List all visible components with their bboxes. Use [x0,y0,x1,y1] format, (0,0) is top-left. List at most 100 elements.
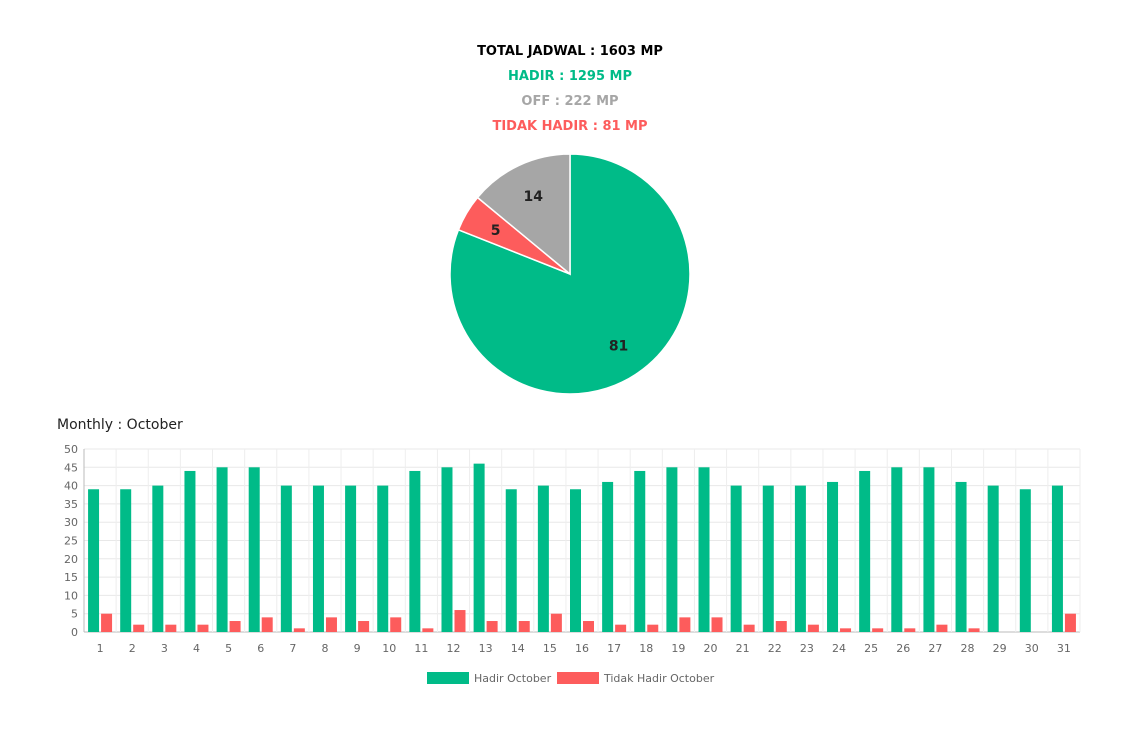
bar-hadir [505,489,517,632]
bar-tidak-hadir [936,624,948,632]
y-tick-label: 20 [64,553,78,566]
x-tick-label: 31 [1057,642,1071,655]
bar-hadir [602,481,614,632]
x-tick-label: 9 [354,642,361,655]
bar-hadir [377,485,389,632]
pie-slice-0 [449,153,691,395]
bar-tidak-hadir [1064,613,1076,632]
bar-hadir [859,470,871,632]
x-tick-label: 17 [607,642,621,655]
bar-hadir [794,485,806,632]
y-tick-label: 5 [71,608,78,621]
summary-tidak-hadir: TIDAK HADIR : 81 MP [492,119,648,134]
x-tick-label: 21 [736,642,750,655]
bar-tidak-hadir [872,628,884,632]
bar-tidak-hadir [743,624,755,632]
x-tick-label: 4 [193,642,200,655]
x-tick-label: 23 [800,642,814,655]
x-tick-label: 26 [896,642,910,655]
x-tick-label: 16 [575,642,589,655]
bar-tidak-hadir [583,621,594,632]
bar-tidak-hadir [807,624,819,632]
bar-hadir [312,485,324,632]
y-tick-label: 15 [64,571,78,584]
pie-slice-label-0: 81 [609,338,628,354]
x-tick-label: 12 [446,642,460,655]
bar-tidak-hadir [101,613,113,632]
legend-swatch-hadir [427,672,469,684]
bar-hadir [666,467,678,632]
pie-slice-2 [476,153,571,276]
bar-hadir [698,467,710,632]
x-tick-label: 28 [961,642,975,655]
bar-hadir [473,463,485,632]
bar-tidak-hadir [454,610,466,632]
y-tick-label: 30 [64,516,78,529]
bar-hadir [730,485,742,632]
x-tick-label: 24 [832,642,846,655]
bar-chart-title: Monthly : October [57,417,183,433]
y-tick-label: 40 [64,480,78,493]
bar-tidak-hadir [229,621,241,632]
bar-hadir [280,485,292,632]
bar-tidak-hadir [422,628,434,632]
summary-off: OFF : 222 MP [521,94,619,109]
bar-hadir [923,467,935,632]
bar-tidak-hadir [358,621,370,632]
x-tick-label: 7 [289,642,296,655]
y-tick-label: 45 [64,461,78,474]
bar-hadir [216,467,228,632]
x-tick-label: 18 [639,642,653,655]
legend-swatch-tidak-hadir [557,672,599,684]
x-tick-label: 10 [382,642,396,655]
y-tick-label: 0 [71,626,78,639]
x-tick-label: 8 [321,642,328,655]
bar-hadir [891,467,903,632]
y-tick-label: 25 [64,535,78,548]
bar-tidak-hadir [325,617,337,632]
x-tick-label: 15 [543,642,557,655]
x-tick-label: 20 [704,642,718,655]
bar-hadir [1019,489,1031,632]
bar-hadir [441,467,453,632]
bar-chart: 0 5 10 15 20 25 30 35 40 45 50 1 2 3 4 5 6 7 8 9 10 11 12 13 14 1… [0,440,1140,700]
x-tick-label: 1 [97,642,104,655]
bar-tidak-hadir [261,617,273,632]
bar-tidak-hadir [840,628,852,632]
summary-hadir: HADIR : 1295 MP [507,69,632,84]
bar-hadir [827,481,839,632]
bar-hadir [634,470,646,632]
bar-tidak-hadir [390,617,402,632]
bar-tidak-hadir [486,621,498,632]
x-tick-label: 5 [225,642,232,655]
y-tick-label: 50 [64,443,78,456]
bar-hadir [1051,485,1063,632]
bar-tidak-hadir [711,617,723,632]
x-tick-label: 13 [479,642,493,655]
bar-hadir [88,489,100,632]
legend-label-hadir: Hadir October [474,672,552,685]
bar-tidak-hadir [197,624,209,632]
x-tick-label: 6 [257,642,264,655]
bar-tidak-hadir [615,624,627,632]
x-tick-label: 25 [864,642,878,655]
y-tick-label: 35 [64,498,78,511]
x-tick-label: 27 [928,642,942,655]
pie-slice-label-1: 5 [491,223,501,239]
bar-tidak-hadir [293,628,305,632]
bar-hadir [955,481,967,632]
bar-tidak-hadir [775,621,787,632]
bar-tidak-hadir [904,628,916,632]
legend-label-tidak-hadir: Tidak Hadir October [603,672,715,685]
bar-hadir [345,485,357,632]
x-tick-label: 11 [414,642,428,655]
bar-tidak-hadir [165,624,177,632]
bar-tidak-hadir [679,617,691,632]
bar-tidak-hadir [550,613,562,632]
x-tick-label: 19 [671,642,685,655]
x-tick-label: 3 [161,642,168,655]
bar-tidak-hadir [133,624,145,632]
bar-hadir [152,485,164,632]
bar-hadir [570,489,581,632]
x-tick-label: 2 [129,642,136,655]
